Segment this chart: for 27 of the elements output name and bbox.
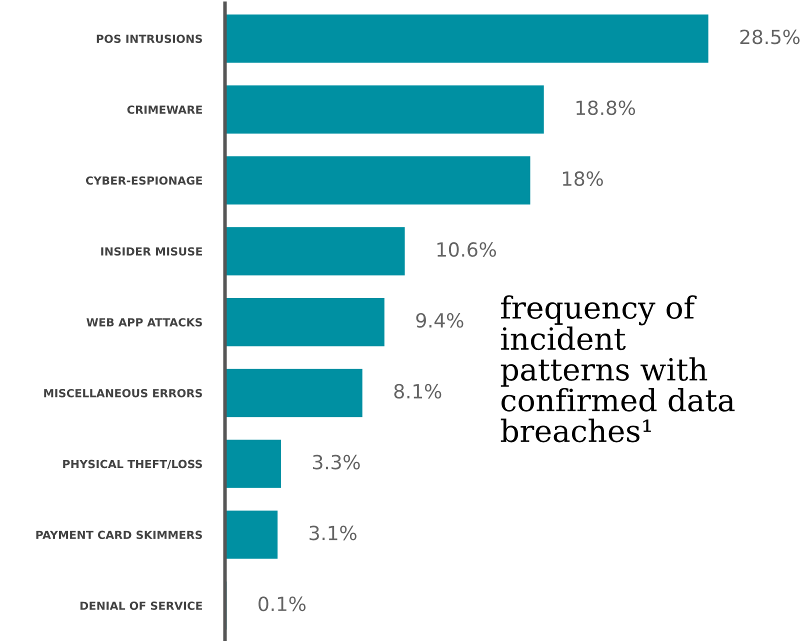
y-tick-label: DENIAL OF SERVICE [80,602,202,610]
data-label: 10.6% [437,242,496,257]
y-tick-label: WEB APP ATTACKS [86,318,202,326]
y-tick-label: CRIMEWARE [127,105,202,114]
y-tick-label: PHYSICAL THEFT/LOSS [63,460,202,470]
data-label: 9.4% [416,313,464,328]
y-tick-label: MISCELLANEOUS ERRORS [44,388,202,398]
bar [225,510,278,559]
bar [225,298,384,346]
annotation: frequency of incident patterns with confirmed data breaches¹ [500,295,735,442]
data-label: 8.1% [394,384,442,399]
bar [225,85,544,134]
data-label: 3.1% [310,526,356,540]
y-tick-label: CYBER-ESPIONAGE [86,176,202,185]
data-label: 18% [562,171,603,186]
bar [225,156,530,204]
y-tick-label: PAYMENT CARD SKIMMERS [36,530,202,540]
bar [225,14,708,63]
data-label: 28.5% [740,30,800,44]
data-label: 18.8% [576,100,636,116]
bar [225,368,362,418]
y-tick-label: INSIDER MISUSE [101,247,202,256]
y-tick-label: POS INTRUSIONS [96,34,202,44]
data-label: 0.1% [258,596,306,612]
data-label: 3.3% [313,454,360,470]
bar [225,227,405,276]
bar [225,440,281,488]
